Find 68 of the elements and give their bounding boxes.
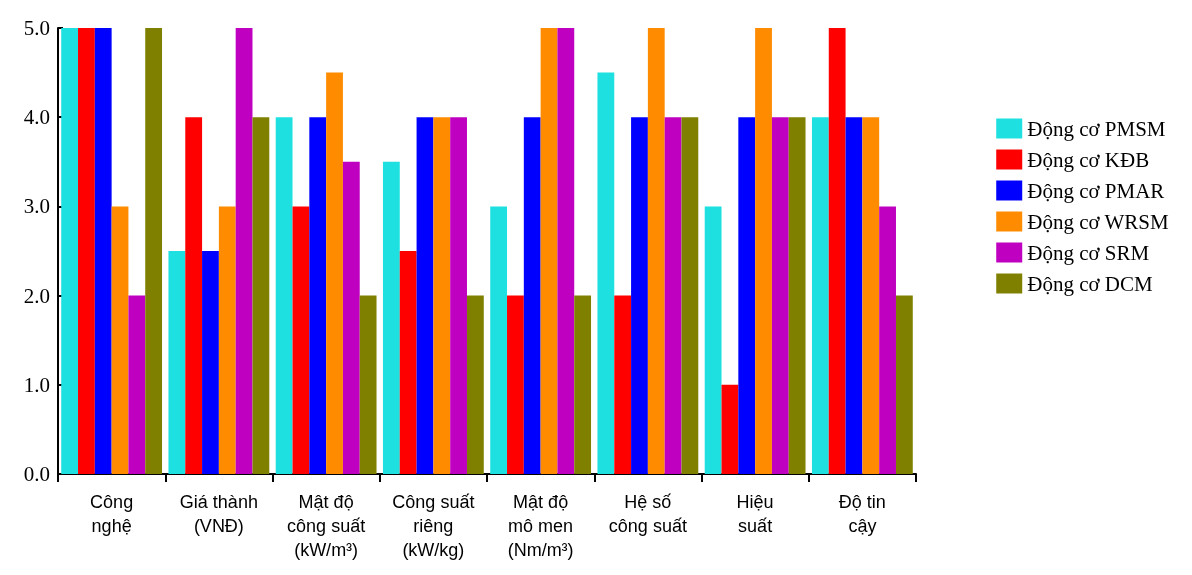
bar xyxy=(168,251,186,474)
y-tick-label: 0.0 xyxy=(23,462,50,486)
bar xyxy=(94,28,112,474)
bar xyxy=(78,28,95,474)
legend-label: Động cơ KĐB xyxy=(1027,147,1150,172)
x-tick-label: Mật độ mô men (Nm/m³) xyxy=(507,492,574,560)
x-tick-label: Độ tin cậy xyxy=(838,492,886,536)
bar xyxy=(111,206,129,474)
bar xyxy=(647,28,665,474)
bar xyxy=(681,117,699,474)
bar xyxy=(738,117,756,474)
bar xyxy=(490,206,508,474)
bar xyxy=(664,117,682,474)
legend-label: Động cơ WRSM xyxy=(1027,209,1169,234)
bar xyxy=(185,117,203,474)
bar xyxy=(399,251,417,474)
bar xyxy=(145,28,163,474)
bar xyxy=(309,117,327,474)
legend-label: Động cơ PMAR xyxy=(1027,178,1165,203)
x-tick-label: Hiệu suất xyxy=(736,492,774,536)
bar xyxy=(631,117,648,474)
bar xyxy=(61,28,79,474)
bar xyxy=(523,117,541,474)
bar xyxy=(450,117,467,474)
bar xyxy=(879,206,896,474)
bar xyxy=(326,72,343,474)
bar xyxy=(359,295,377,474)
bar xyxy=(828,28,846,474)
bar xyxy=(275,117,293,474)
bar xyxy=(704,206,722,474)
bar xyxy=(433,117,451,474)
x-tick-label: Công suất riêng (kW/kg) xyxy=(392,492,475,560)
bar xyxy=(218,206,236,474)
y-tick-label: 5.0 xyxy=(23,16,50,40)
bar xyxy=(507,295,524,474)
bar xyxy=(755,28,772,474)
bar xyxy=(721,384,739,474)
bar xyxy=(540,28,558,474)
bar xyxy=(811,117,829,474)
y-tick-label: 4.0 xyxy=(23,105,50,130)
bar xyxy=(597,72,615,474)
bar xyxy=(614,295,632,474)
bar xyxy=(292,206,310,474)
bar xyxy=(128,295,146,474)
bar xyxy=(416,117,434,474)
y-tick-label: 2.0 xyxy=(23,283,50,308)
bar xyxy=(382,161,400,474)
bar xyxy=(771,117,789,474)
bar xyxy=(845,117,863,474)
bar xyxy=(466,295,484,474)
x-tick-label: Mật độ công suất (kW/m³) xyxy=(287,492,366,560)
bar xyxy=(788,117,806,474)
x-tick-label: Giá thành (VNĐ) xyxy=(179,492,258,536)
bar xyxy=(235,28,253,474)
bar xyxy=(862,117,880,474)
bar xyxy=(342,161,360,474)
bar xyxy=(574,295,592,474)
legend-label: Động cơ DCM xyxy=(1027,271,1153,296)
x-tick-label: Hệ số công suất xyxy=(608,492,687,536)
bar xyxy=(252,117,270,474)
y-tick-label: 3.0 xyxy=(23,194,50,219)
bar xyxy=(557,28,575,474)
bar xyxy=(895,295,913,474)
x-tick-label: Công nghệ xyxy=(90,492,134,536)
legend-label: Động cơ PMSM xyxy=(1027,116,1166,141)
y-tick-label: 1.0 xyxy=(23,372,50,397)
bar xyxy=(202,251,219,474)
legend-label: Động cơ SRM xyxy=(1027,240,1150,265)
